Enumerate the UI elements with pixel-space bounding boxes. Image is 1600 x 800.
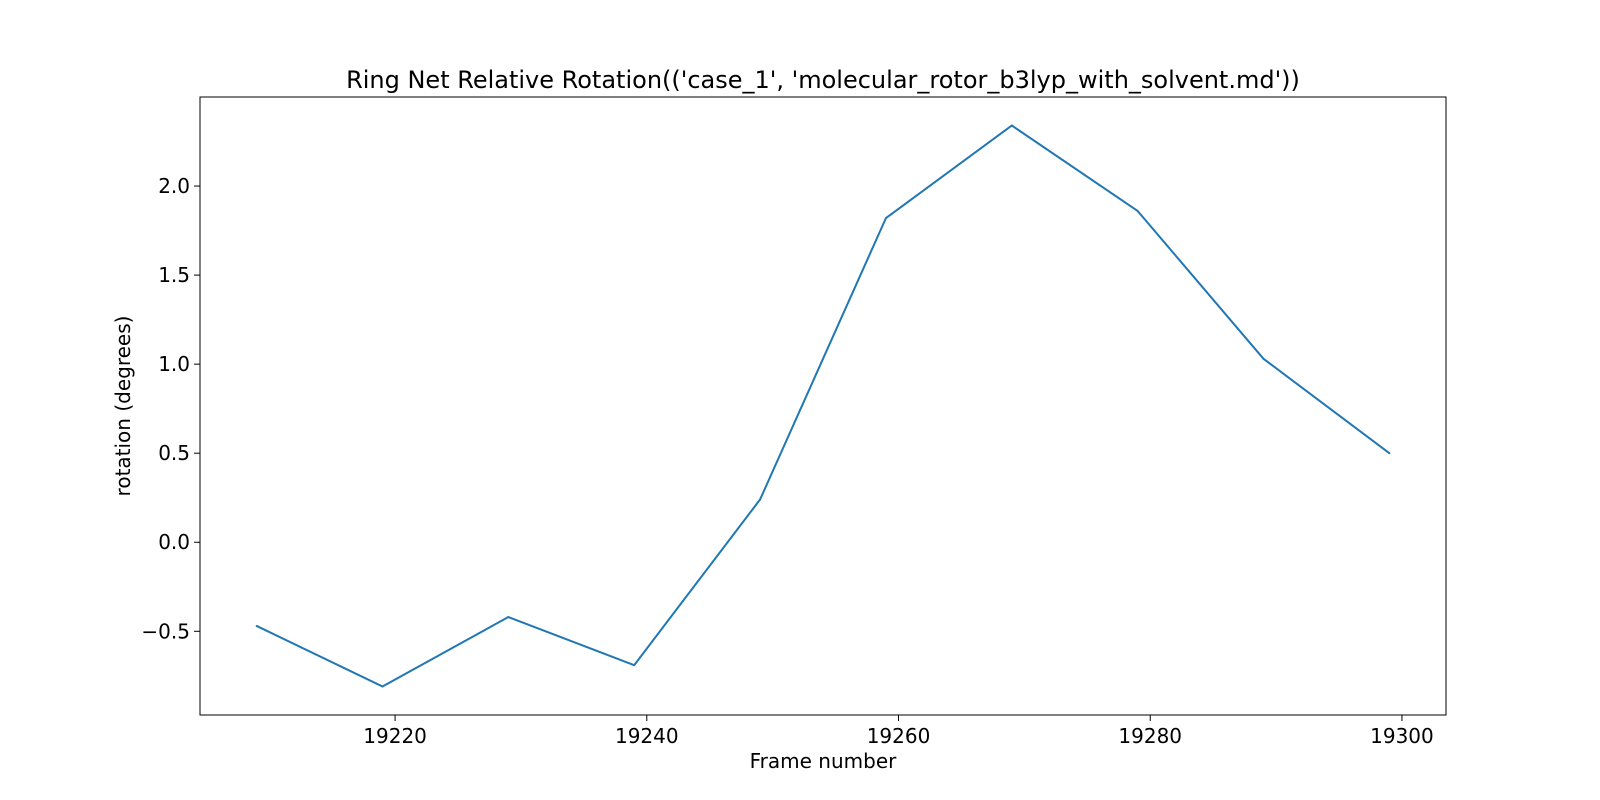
data-point [1388,452,1391,455]
y-tick-label: 0.5 [158,441,190,465]
y-axis: −0.5 0.0 0.5 1.0 1.5 2.0 [141,174,200,643]
y-tick-label: 2.0 [158,174,190,198]
x-tick-label: 19300 [1370,724,1434,748]
data-point [381,685,384,688]
y-tick-label: 1.0 [158,352,190,376]
data-point [1262,357,1265,360]
data-point [1136,209,1139,212]
plot-frame [199,96,1447,716]
y-tick-label: −0.5 [141,619,190,643]
x-axis-label: Frame number [750,749,898,773]
x-tick-label: 19280 [1118,724,1182,748]
data-point [759,498,762,501]
x-tick-label: 19260 [867,724,931,748]
data-point [507,616,510,619]
data-point [255,624,258,627]
data-point [884,217,887,220]
series-line-1 [256,124,1390,688]
chart-title: Ring Net Relative Rotation(('case_1', 'm… [346,66,1300,94]
y-axis-label: rotation (degrees) [111,316,135,497]
plot-area [199,96,1447,716]
x-tick-label: 19240 [615,724,679,748]
data-point [633,664,636,667]
x-tick-label: 19220 [363,724,427,748]
data-point [1010,124,1013,127]
y-tick-label: 0.0 [158,530,190,554]
y-tick-label: 1.5 [158,263,190,287]
x-axis: 19220 19240 19260 19280 19300 [363,715,1434,748]
